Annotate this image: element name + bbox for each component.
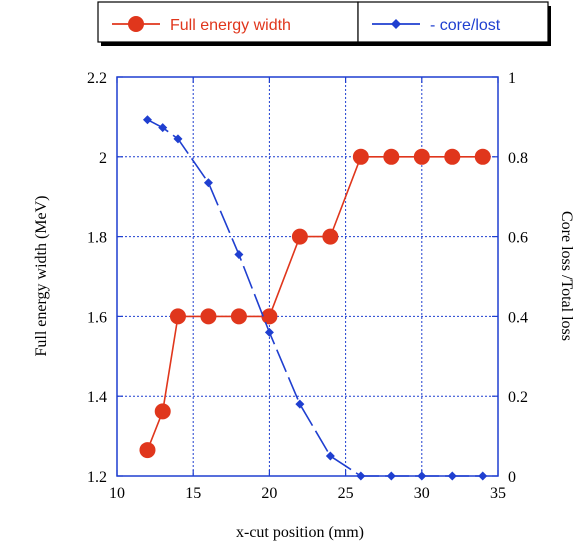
x-axis-label: x-cut position (mm) — [236, 524, 364, 541]
data-point — [142, 115, 152, 125]
data-point — [169, 308, 186, 325]
tick-labels: 10 15 20 25 30 35 1.2 1.4 1.6 1.8 2 2.2 0 0.2 0.4 0.6 0.… — [87, 70, 528, 502]
legend-box — [357, 1, 549, 43]
right-y-tick-label: 0 — [508, 469, 516, 486]
x-tick-label: 25 — [338, 485, 354, 502]
right-y-tick-label: 0.2 — [508, 389, 528, 406]
legend-item-1: - core/lost — [357, 1, 551, 46]
series-1 — [142, 115, 488, 481]
data-point — [444, 148, 461, 165]
x-tick-label: 35 — [490, 485, 506, 502]
data-point — [295, 399, 305, 409]
data-point — [264, 327, 274, 337]
data-point — [234, 250, 244, 260]
data-point — [203, 178, 213, 188]
x-tick-label: 20 — [261, 485, 277, 502]
right-y-axis-label: Core loss /Total loss — [558, 211, 575, 341]
data-point — [322, 228, 339, 245]
data-point — [158, 123, 168, 133]
legend: Full energy width - core/lost — [97, 1, 551, 46]
data-point — [200, 308, 217, 325]
data-point — [478, 471, 488, 481]
series-0 — [139, 148, 491, 459]
axis-labels: x-cut position (mm) Full energy width (M… — [33, 195, 575, 541]
data-point — [291, 228, 308, 245]
data-point — [356, 471, 366, 481]
data-point — [447, 471, 457, 481]
right-y-tick-label: 0.4 — [508, 309, 528, 326]
data-point — [413, 148, 430, 165]
left-y-tick-label: 1.2 — [87, 469, 107, 486]
x-tick-label: 15 — [185, 485, 201, 502]
data-point — [474, 148, 491, 165]
legend-marker — [391, 19, 401, 29]
data-point — [154, 403, 171, 420]
data-point — [352, 148, 369, 165]
data-point — [139, 442, 156, 459]
data-point — [417, 471, 427, 481]
left-y-tick-label: 1.8 — [87, 230, 107, 247]
legend-label: - core/lost — [430, 17, 501, 34]
right-y-tick-label: 0.8 — [508, 150, 528, 167]
data-point — [383, 148, 400, 165]
left-y-tick-label: 1.6 — [87, 309, 107, 326]
right-y-tick-label: 0.6 — [508, 230, 528, 247]
left-y-axis-label: Full energy width (MeV) — [33, 195, 50, 356]
legend-item-0: Full energy width — [97, 1, 361, 46]
legend-marker — [128, 16, 144, 32]
right-y-tick-label: 1 — [508, 70, 516, 87]
legend-label: Full energy width — [170, 17, 291, 34]
data-point — [325, 451, 335, 461]
left-y-tick-label: 2 — [99, 150, 107, 167]
x-tick-label: 30 — [414, 485, 430, 502]
left-y-tick-label: 1.4 — [87, 389, 107, 406]
series-layer — [139, 115, 491, 481]
data-point — [173, 134, 183, 144]
data-point — [386, 471, 396, 481]
data-point — [230, 308, 247, 325]
x-tick-label: 10 — [109, 485, 125, 502]
left-y-tick-label: 2.2 — [87, 70, 107, 87]
data-point — [261, 308, 278, 325]
